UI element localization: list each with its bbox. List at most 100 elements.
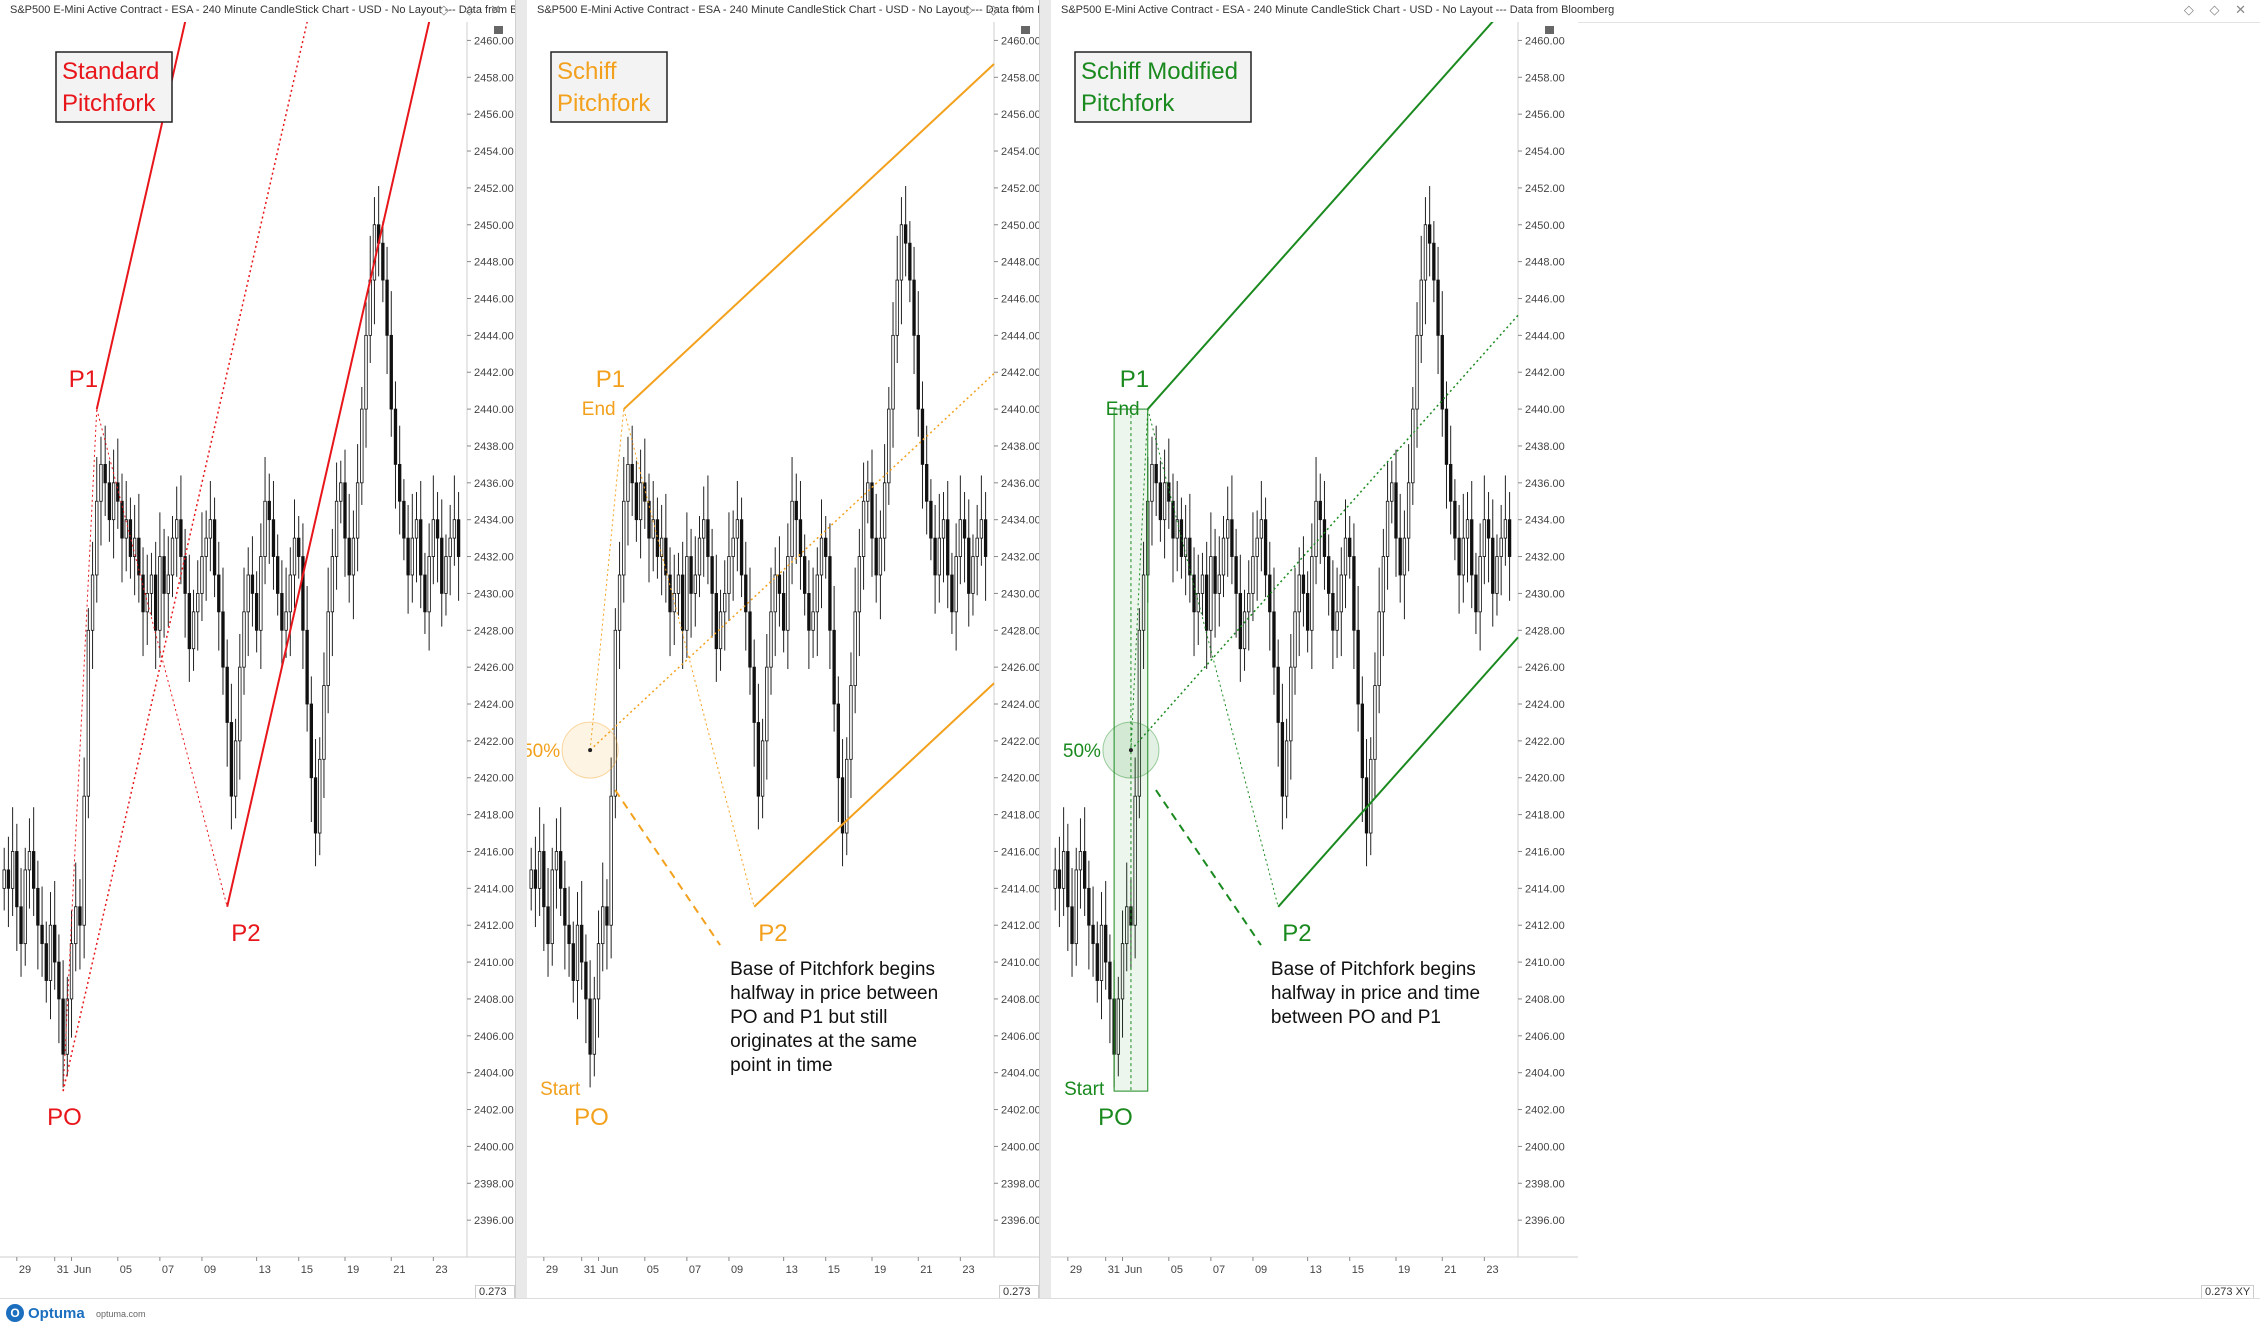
window-tools[interactable]: ◇ ◇ ✕ — [962, 2, 1031, 17]
candle-body — [1343, 537, 1348, 576]
pitchfork-base-line — [1130, 409, 1149, 751]
candle-body — [882, 482, 887, 539]
candle-body — [1411, 408, 1415, 484]
lock-icon[interactable] — [494, 26, 503, 34]
candle-body — [280, 593, 284, 631]
plot-area[interactable] — [0, 22, 467, 1257]
candle-body — [1217, 574, 1221, 594]
pitchfork-upper-tine[interactable] — [623, 63, 995, 410]
candle-body — [941, 519, 946, 539]
candle-body — [99, 463, 103, 502]
time-tick-label: 05 — [1171, 1264, 1183, 1276]
candle-body — [1162, 482, 1167, 521]
candle-body — [1276, 666, 1280, 723]
candle-body — [1095, 943, 1099, 981]
plot-area[interactable] — [1051, 22, 1518, 1257]
candle-body — [819, 537, 824, 576]
candle-body — [1082, 851, 1087, 889]
pitchfork-lower-tine[interactable] — [753, 682, 995, 908]
price-tick-label: 2456.00 — [474, 109, 514, 121]
candle-body — [221, 611, 225, 668]
candle-body — [529, 869, 533, 889]
candle-body — [238, 666, 242, 742]
candle-body — [444, 556, 448, 594]
candle-body — [1293, 611, 1297, 668]
candle-body — [1192, 574, 1196, 613]
candle-body — [899, 224, 904, 281]
plot-area[interactable] — [527, 22, 994, 1257]
window-tools[interactable]: ◇ ◇ ✕ — [2183, 2, 2252, 17]
time-tick-label: 15 — [301, 1264, 313, 1276]
pitchfork-upper-tine[interactable] — [1147, 22, 1518, 410]
candle-body — [141, 574, 145, 613]
time-tick-label: Jun — [1125, 1264, 1143, 1276]
price-tick-label: 2436.00 — [474, 478, 514, 490]
candle-body — [154, 574, 158, 631]
candle-body — [1423, 224, 1428, 281]
pitchfork-heading-box — [55, 51, 173, 123]
price-tick-label: 2420.00 — [1001, 773, 1039, 785]
candle-body — [592, 998, 596, 1055]
price-axis[interactable] — [1518, 22, 1578, 1299]
candle-body — [2, 869, 6, 889]
lock-icon[interactable] — [1545, 26, 1554, 34]
candle-body — [40, 924, 44, 945]
candle-body — [423, 574, 427, 613]
optuma-url: optuma.com — [96, 1309, 146, 1319]
candle-body — [1453, 500, 1457, 539]
price-tick-label: 2458.00 — [1525, 72, 1565, 84]
price-tick-label: 2432.00 — [1525, 552, 1565, 564]
candle-body — [44, 943, 48, 981]
candle-body — [6, 869, 11, 889]
time-tick-label: 13 — [786, 1264, 798, 1276]
time-tick-label: 21 — [393, 1264, 405, 1276]
pitchfork-lower-tine[interactable] — [226, 22, 467, 907]
price-tick-label: 2460.00 — [1001, 35, 1039, 47]
window-tools[interactable]: ◇ ◇ ✕ — [438, 2, 507, 17]
chart-canvas-schiff-modified[interactable]: 2460.00 2458.00 2456.00 2454.00 2452.00 2450.… — [1051, 22, 2260, 1299]
pitchfork-heading-line1: Standard — [62, 58, 159, 85]
price-axis[interactable] — [994, 22, 1039, 1299]
candle-body — [1491, 537, 1495, 594]
price-tick-label: 2448.00 — [1001, 257, 1039, 269]
lock-icon[interactable] — [1021, 26, 1030, 34]
candle-body — [542, 851, 546, 908]
candle-body — [1280, 722, 1285, 797]
p1-label: P1 — [69, 366, 98, 393]
price-axis[interactable] — [467, 22, 515, 1299]
chart-canvas-schiff[interactable]: 2460.00 2458.00 2456.00 2454.00 2452.00 2450.… — [527, 22, 1039, 1299]
candle-body — [933, 537, 937, 576]
pitchfork-median-line[interactable] — [589, 373, 995, 751]
candle-body — [836, 703, 840, 779]
candle-body — [393, 408, 398, 465]
pitchfork-lower-tine[interactable] — [1277, 636, 1519, 908]
candle-body — [807, 593, 811, 631]
candle-body — [638, 482, 643, 521]
time-tick-label: 23 — [1486, 1264, 1498, 1276]
candle-body — [435, 519, 440, 539]
pitchfork-handle — [96, 408, 228, 907]
annotation-leader-line — [614, 789, 721, 946]
chart-title: S&P500 E-Mini Active Contract - ESA - 24… — [1061, 4, 1615, 16]
candle-body — [1284, 740, 1289, 797]
candle-body — [1099, 924, 1104, 981]
candle-body — [1247, 593, 1251, 613]
price-tick-label: 2446.00 — [1525, 293, 1565, 305]
candle-body — [689, 556, 693, 594]
candle-body — [815, 574, 819, 613]
candle-body — [1398, 537, 1402, 576]
candle-body — [1314, 500, 1318, 557]
candle-body — [664, 537, 668, 576]
pitchfork-median-line[interactable] — [1130, 314, 1519, 751]
candle-body — [760, 740, 765, 797]
chart-title-bar: S&P500 E-Mini Active Contract - ESA - 24… — [0, 0, 515, 23]
candle-body — [1289, 666, 1293, 742]
price-tick-label: 2436.00 — [1525, 478, 1565, 490]
candle-body — [1091, 924, 1095, 945]
chart-panel-standard: S&P500 E-Mini Active Contract - ESA - 24… — [0, 0, 515, 1327]
pitchfork-upper-tine[interactable] — [95, 22, 467, 410]
candle-body — [563, 887, 567, 926]
chart-canvas-standard[interactable]: 2460.00 2458.00 2456.00 2454.00 2452.00 2450.… — [0, 22, 515, 1299]
candle-body — [1104, 924, 1108, 963]
candle-body — [912, 279, 916, 336]
